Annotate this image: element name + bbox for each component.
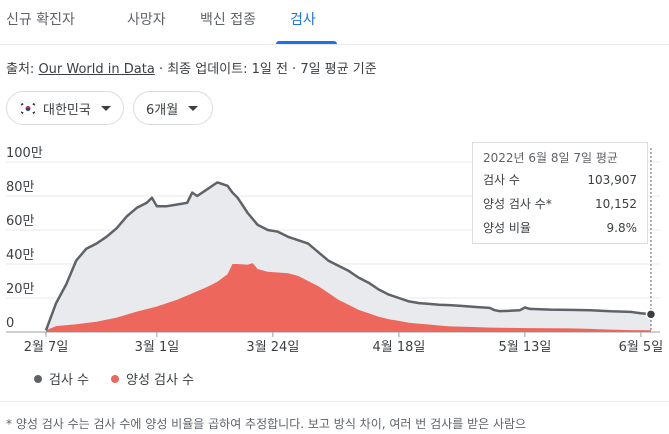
chart-hover-marker	[645, 148, 657, 332]
legend-tests: 검사 수	[34, 369, 89, 388]
tooltip-label: 양성 비율	[483, 221, 531, 235]
tab-new-cases[interactable]: 신규 확진자	[6, 12, 75, 28]
x-tick-label: 5월 13일	[498, 340, 551, 355]
chart-tooltip: 2022년 6월 8일 7일 평균 검사 수 103,907 양성 검사 수* …	[472, 142, 648, 244]
chart-areas	[44, 181, 652, 332]
source-suffix: · 최종 업데이트: 1일 전 · 7일 평균 기준	[154, 62, 377, 77]
chevron-down-icon	[188, 105, 199, 111]
y-tick-label: 80만	[6, 180, 35, 195]
tab-tests[interactable]: 검사	[290, 12, 316, 28]
legend-label: 양성 검사 수	[126, 373, 195, 388]
legend-dot-icon	[34, 374, 42, 383]
chevron-down-icon	[100, 105, 111, 111]
positive-area	[46, 263, 651, 332]
x-tick-label: 4월 18일	[372, 340, 425, 355]
tooltip-row-tests: 검사 수 103,907	[483, 169, 637, 191]
footnote: * 양성 검사 수는 검사 수에 양성 비율을 곱하여 추정합니다. 보고 방식…	[6, 417, 527, 431]
y-axis-labels: 0 20만 40만 60만 80만 100만	[6, 146, 43, 331]
divider	[0, 401, 669, 402]
y-tick-label: 60만	[6, 214, 35, 229]
country-label: 대한민국	[43, 102, 91, 118]
tab-deaths[interactable]: 사망자	[127, 12, 166, 28]
tests-line	[44, 181, 652, 331]
period-dropdown[interactable]: 6개월	[133, 91, 213, 125]
hover-point	[645, 309, 657, 320]
active-tab-indicator	[276, 41, 337, 44]
x-tick-label: 3월 24일	[246, 340, 299, 355]
x-tick-label: 3월 1일	[135, 340, 180, 355]
tooltip-label: 양성 검사 수*	[483, 197, 552, 211]
country-dropdown[interactable]: 대한민국	[6, 91, 124, 125]
period-label: 6개월	[146, 102, 179, 118]
tooltip-value: 103,907	[587, 173, 637, 187]
south-korea-flag-icon	[19, 101, 37, 115]
tooltip-title: 2022년 6월 8일 7일 평균	[483, 151, 618, 165]
source-prefix: 출처:	[6, 62, 39, 77]
y-tick-label: 100만	[6, 146, 43, 161]
tooltip-value: 9.8%	[606, 221, 638, 235]
y-tick-label: 0	[6, 316, 14, 331]
source-link[interactable]: Our World in Data	[38, 62, 155, 77]
y-tick-label: 40만	[6, 248, 35, 263]
x-tick-label: 2월 7일	[24, 340, 69, 355]
legend-positive: 양성 검사 수	[111, 369, 194, 388]
tab-bar: 신규 확진자 사망자 백신 접종 검사	[0, 0, 669, 45]
y-tick-label: 20만	[6, 282, 35, 297]
source-line: 출처: Our World in Data · 최종 업데이트: 1일 전 · …	[6, 58, 377, 77]
legend-dot-icon	[111, 374, 119, 383]
x-axis-labels: 2월 7일 3월 1일 3월 24일 4월 18일 5월 13일 6월 5일	[24, 340, 663, 355]
tooltip-label: 검사 수	[483, 173, 520, 187]
tooltip-row-rate: 양성 비율 9.8%	[483, 217, 637, 239]
legend-label: 검사 수	[49, 373, 90, 388]
x-tick-label: 6월 5일	[619, 340, 664, 355]
tooltip-row-positive: 양성 검사 수* 10,152	[483, 193, 637, 215]
tab-vaccinations[interactable]: 백신 접종	[200, 12, 256, 28]
tooltip-value: 10,152	[595, 197, 637, 211]
